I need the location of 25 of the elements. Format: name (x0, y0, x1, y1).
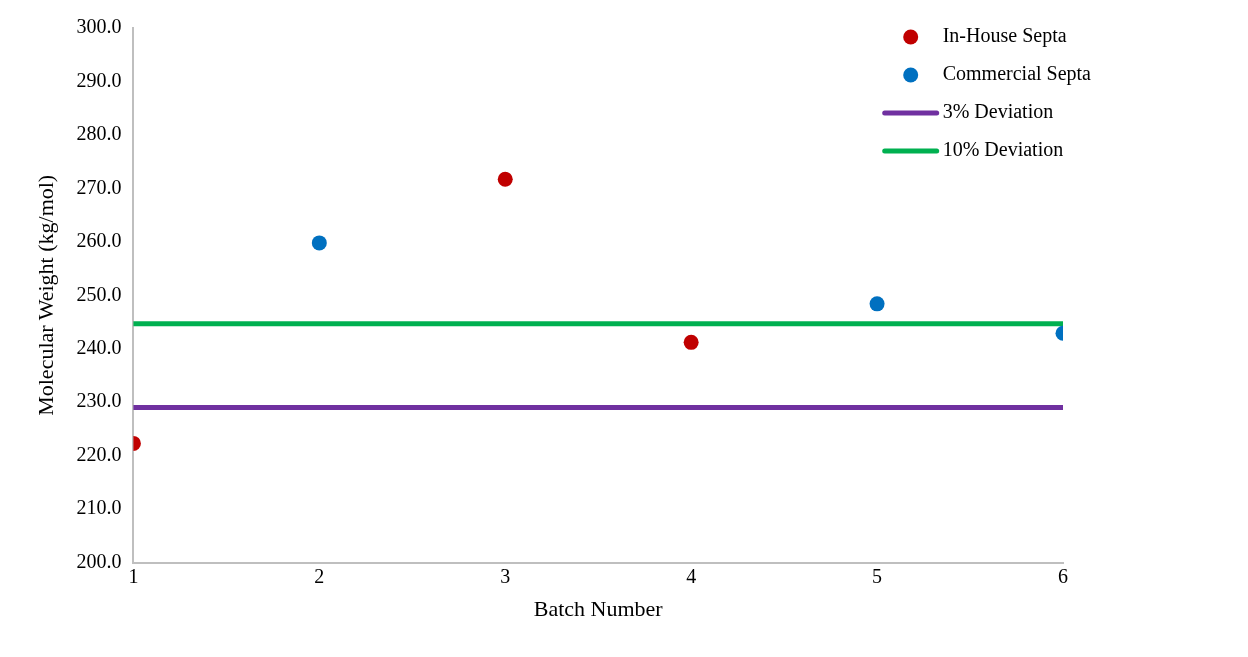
x-tick-label: 3 (500, 564, 511, 587)
y-tick-label: 300.0 (76, 15, 122, 38)
x-axis-title: Batch Number (533, 595, 664, 621)
y-tick-label: 250.0 (76, 282, 122, 305)
x-tick-label: 1 (128, 564, 139, 587)
y-tick-label: 240.0 (76, 336, 122, 359)
x-tick-label: 2 (314, 564, 325, 587)
point (497, 171, 513, 187)
y-tick-label: 220.0 (76, 442, 122, 465)
y-tick-label: 290.0 (76, 68, 122, 91)
x-tick-label: 4 (686, 564, 697, 587)
legend-label: Commercial Septa (942, 62, 1092, 86)
y-tick-label: 280.0 (76, 122, 122, 145)
y-tick-label: 210.0 (76, 496, 122, 519)
legend-label: In-House Septa (942, 24, 1067, 48)
y-tick-label: 200.0 (76, 549, 122, 572)
x-tick-label: 6 (1058, 564, 1068, 587)
x-tick-label: 5 (872, 564, 883, 587)
point (683, 334, 699, 350)
legend-label: 10% Deviation (942, 138, 1064, 161)
y-tick-label: 260.0 (76, 229, 122, 252)
y-axis-title: Molecular Weight (kg/mol) (32, 174, 58, 416)
y-tick-label: 270.0 (76, 175, 122, 198)
y-tick-label: 230.0 (76, 389, 122, 412)
legend-label: 3% Deviation (942, 100, 1054, 123)
